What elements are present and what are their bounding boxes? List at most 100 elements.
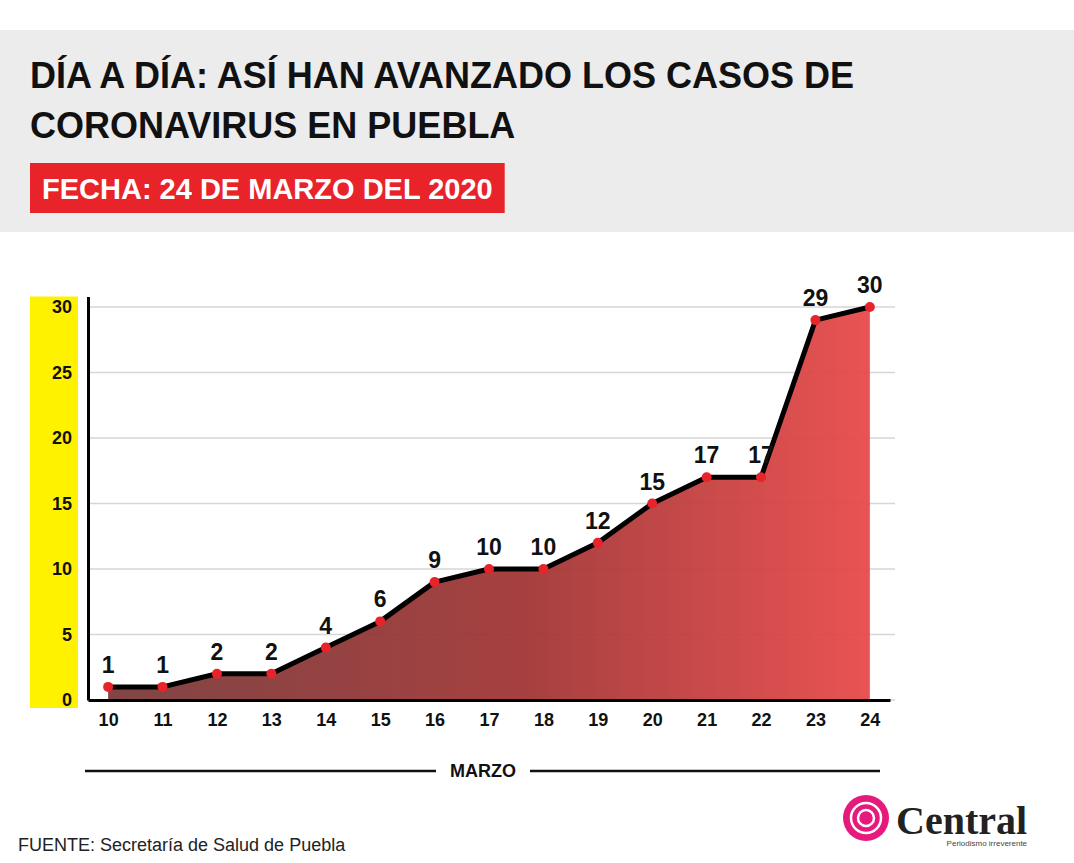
x-label-rule bbox=[85, 770, 436, 773]
chart: DÍA A DÍA: ASÍ HAN AVANZADO LOS CASOS DE… bbox=[0, 0, 1074, 863]
x-tick-label: 24 bbox=[860, 710, 880, 730]
data-label: 17 bbox=[748, 442, 774, 468]
data-label: 15 bbox=[639, 469, 665, 495]
data-label: 30 bbox=[857, 272, 883, 298]
data-label: 1 bbox=[156, 652, 169, 678]
x-tick-label: 10 bbox=[99, 710, 119, 730]
y-tick: 0 bbox=[62, 690, 88, 710]
x-axis-title: MARZO bbox=[450, 761, 516, 781]
x-tick: 17 bbox=[479, 700, 499, 730]
grid-line bbox=[88, 372, 895, 374]
x-tick: 11 bbox=[154, 700, 173, 730]
area bbox=[108, 307, 870, 700]
data-label: 6 bbox=[374, 586, 387, 612]
x-tick-label: 13 bbox=[262, 710, 282, 730]
y-tick-label: 5 bbox=[62, 625, 72, 645]
x-tick: 12 bbox=[207, 700, 227, 730]
logo-circle bbox=[843, 795, 889, 841]
marker bbox=[647, 499, 657, 509]
data-label: 10 bbox=[531, 534, 557, 560]
x-tick: 10 bbox=[99, 700, 119, 730]
x-tick-label: 19 bbox=[588, 710, 608, 730]
data-label: 2 bbox=[211, 639, 224, 665]
data-label: 9 bbox=[428, 547, 441, 573]
x-tick: 18 bbox=[534, 700, 554, 730]
x-tick-label: 12 bbox=[207, 710, 227, 730]
marker bbox=[212, 669, 222, 679]
x-tick: 21 bbox=[697, 700, 717, 730]
y-tick-label: 10 bbox=[52, 559, 72, 579]
x-tick: 20 bbox=[643, 700, 663, 730]
y-tick-label: 20 bbox=[52, 428, 72, 448]
marker bbox=[593, 538, 603, 548]
source: FUENTE: Secretaría de Salud de Puebla bbox=[18, 835, 346, 855]
x-tick-label: 17 bbox=[479, 710, 499, 730]
x-tick-label: 14 bbox=[316, 710, 336, 730]
x-axis-line bbox=[89, 699, 891, 702]
marker bbox=[538, 564, 548, 574]
data-label: 12 bbox=[585, 508, 611, 534]
y-axis-line bbox=[87, 297, 90, 700]
x-tick: 13 bbox=[262, 700, 282, 730]
y-tick: 5 bbox=[62, 625, 88, 645]
marker bbox=[375, 616, 385, 626]
brand-tagline: Periodismo irreverente bbox=[947, 839, 1028, 848]
y-tick-label: 15 bbox=[52, 494, 72, 514]
x-tick: 23 bbox=[806, 700, 826, 730]
x-tick-label: 21 bbox=[697, 710, 717, 730]
y-tick-label: 25 bbox=[52, 363, 72, 383]
y-axis-band bbox=[30, 297, 78, 708]
marker bbox=[321, 643, 331, 653]
subtitle-box bbox=[30, 163, 505, 213]
marker bbox=[702, 472, 712, 482]
x-tick: 22 bbox=[752, 700, 772, 730]
grid bbox=[88, 307, 895, 700]
logo-ring bbox=[851, 803, 881, 833]
marker bbox=[865, 302, 875, 312]
x-label-rule bbox=[530, 770, 880, 773]
data-label: 10 bbox=[476, 534, 502, 560]
marker bbox=[430, 577, 440, 587]
plot-area bbox=[103, 302, 875, 700]
brand-logo: CentralPeriodismo irreverente bbox=[843, 795, 1028, 848]
marker bbox=[103, 682, 113, 692]
y-axis: 0 5 10 15 20 25 30 bbox=[52, 297, 89, 710]
x-label-group: MARZO bbox=[85, 761, 880, 781]
x-tick-label: 22 bbox=[752, 710, 772, 730]
marker bbox=[756, 472, 766, 482]
data-label: 29 bbox=[803, 285, 829, 311]
y-tick: 25 bbox=[52, 363, 88, 383]
header-background bbox=[0, 30, 1074, 232]
x-tick: 19 bbox=[588, 700, 608, 730]
y-tick-label: 0 bbox=[62, 690, 72, 710]
title-line: DÍA A DÍA: ASÍ HAN AVANZADO LOS CASOS DE bbox=[30, 55, 854, 96]
x-tick: 15 bbox=[371, 700, 391, 730]
y-tick: 20 bbox=[52, 428, 88, 448]
data-label: 17 bbox=[694, 442, 720, 468]
grid-line bbox=[88, 306, 895, 308]
title: DÍA A DÍA: ASÍ HAN AVANZADO LOS CASOS DE… bbox=[30, 55, 854, 146]
marker bbox=[484, 564, 494, 574]
grid-line bbox=[88, 699, 895, 701]
y-tick: 30 bbox=[52, 297, 88, 317]
x-tick: 24 bbox=[860, 700, 880, 730]
y-tick: 10 bbox=[52, 559, 88, 579]
marker bbox=[158, 682, 168, 692]
data-label: 1 bbox=[102, 652, 115, 678]
x-tick-label: 23 bbox=[806, 710, 826, 730]
title-group: DÍA A DÍA: ASÍ HAN AVANZADO LOS CASOS DE… bbox=[30, 55, 854, 146]
title-line: CORONAVIRUS EN PUEBLA bbox=[30, 105, 515, 146]
x-tick-label: 20 bbox=[643, 710, 663, 730]
y-tick-label: 30 bbox=[52, 297, 72, 317]
x-tick-label: 18 bbox=[534, 710, 554, 730]
x-tick-label: 15 bbox=[371, 710, 391, 730]
logo-ring bbox=[858, 810, 874, 826]
line bbox=[108, 307, 870, 687]
x-axis: 101112131415161718192021222324 bbox=[89, 700, 891, 730]
y-tick: 15 bbox=[52, 494, 88, 514]
marker bbox=[810, 315, 820, 325]
subtitle-group: FECHA: 24 DE MARZO DEL 2020 bbox=[30, 163, 505, 213]
data-label: 4 bbox=[319, 613, 332, 639]
x-tick: 14 bbox=[316, 700, 336, 730]
data-label: 2 bbox=[265, 639, 278, 665]
